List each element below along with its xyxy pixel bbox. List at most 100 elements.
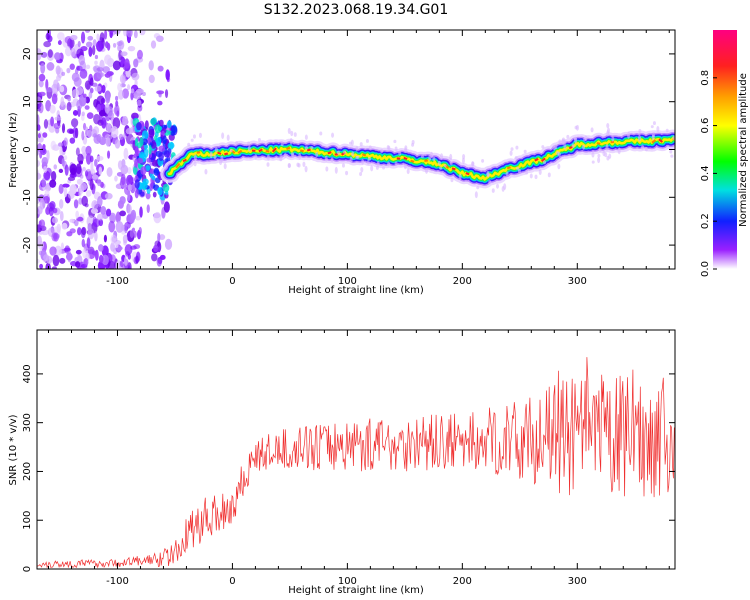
burst-blob (152, 191, 157, 198)
noise-blob (94, 85, 102, 92)
noise-blob (76, 227, 82, 236)
ridge-speckle (367, 157, 371, 161)
noise-blob (131, 227, 135, 232)
noise-blob (163, 201, 170, 213)
noise-blob (96, 213, 104, 221)
ridge-peak (175, 162, 181, 169)
noise-blob (59, 101, 66, 110)
noise-blob (150, 40, 157, 49)
noise-blob (51, 93, 58, 105)
noise-blob (90, 168, 95, 175)
ridge-speckle (283, 152, 287, 159)
ridge-speckle (517, 168, 521, 174)
ridge-speckle (644, 147, 648, 152)
ridge-speckle (641, 144, 645, 151)
noise-blob (105, 208, 112, 217)
ridge-speckle (254, 154, 258, 160)
noise-blob (70, 47, 76, 58)
ridge-speckle (557, 163, 561, 170)
noise-blob (73, 199, 79, 209)
noise-blob (81, 195, 88, 207)
noise-blob (81, 145, 87, 154)
noise-blob (106, 167, 113, 177)
spectrogram-y-axis-label: Frequency (Hz) (8, 112, 19, 188)
burst-blob (161, 130, 165, 136)
noise-blob (73, 77, 82, 87)
noise-blob (127, 167, 132, 175)
noise-blob (74, 261, 81, 268)
noise-blob (104, 133, 113, 141)
ridge-speckle (343, 150, 347, 154)
ridge-peak (224, 152, 229, 156)
spectrogram-x-tick-label: 100 (338, 276, 357, 287)
ridge-speckle (449, 153, 453, 161)
spectrogram-x-tick-label: 200 (453, 276, 472, 287)
noise-blob (62, 140, 67, 147)
burst-blob (139, 191, 145, 197)
ridge-speckle (598, 147, 602, 152)
noise-blob (62, 183, 70, 188)
snr-y-ticks: 0 100 200 300 400 (22, 364, 675, 572)
ridge-speckle (290, 130, 294, 137)
ridge-speckle (334, 166, 338, 174)
noise-blob (153, 244, 159, 253)
noise-blob (84, 30, 91, 33)
noise-blob (38, 79, 44, 88)
ridge-speckle (566, 134, 570, 139)
noise-blob (85, 64, 91, 70)
noise-blob (133, 30, 138, 39)
noise-blob (135, 215, 141, 221)
noise-blob (101, 117, 107, 129)
colorbar-tick-label: 0.6 (700, 118, 711, 134)
noise-blob (81, 238, 85, 248)
noise-blob (49, 104, 56, 114)
ridge-peak (217, 151, 222, 155)
ridge-speckle (214, 147, 218, 153)
noise-blob (75, 249, 82, 255)
ridge-speckle (229, 148, 233, 153)
noise-blob (120, 173, 126, 186)
burst-blob (134, 145, 139, 156)
ridge-peak (265, 150, 270, 153)
noise-blob (82, 122, 87, 131)
ridge-speckle (474, 191, 478, 199)
noise-blob (105, 90, 111, 102)
noise-blob (96, 104, 102, 113)
ridge-speckle (650, 125, 654, 129)
noise-blob (85, 190, 92, 197)
snr-y-tick-label: 300 (22, 413, 33, 432)
noise-blob (87, 129, 92, 138)
burst-blob (154, 124, 162, 134)
noise-blob (67, 96, 71, 102)
noise-blob (119, 196, 126, 205)
noise-blob (94, 231, 98, 242)
noise-blob (88, 46, 93, 57)
ridge-speckle (298, 152, 302, 160)
ridge-speckle (359, 142, 363, 147)
ridge-speckle (198, 132, 202, 139)
noise-blob (70, 118, 79, 128)
ridge-speckle (341, 163, 345, 168)
spectrogram-y-tick-label: 20 (22, 48, 33, 61)
noise-blob (54, 52, 61, 61)
snr-y-tick-label: 100 (22, 511, 33, 530)
noise-blob (47, 49, 53, 58)
noise-blob (86, 112, 94, 120)
noise-blob (90, 208, 99, 215)
noise-blob (92, 126, 100, 135)
burst-blob (151, 175, 156, 181)
ridge-speckle (304, 134, 308, 140)
noise-blob (119, 260, 124, 268)
noise-blob (57, 40, 62, 46)
noise-blob (99, 59, 105, 72)
burst-blob (145, 165, 151, 172)
ridge-speckle (226, 134, 230, 141)
noise-blob (119, 210, 127, 217)
burst-blob (146, 157, 151, 163)
noise-blob (115, 95, 119, 101)
noise-blob (126, 30, 133, 38)
snr-x-tick-label: 0 (229, 576, 235, 587)
ridge-speckle (356, 155, 360, 159)
noise-blob (127, 184, 133, 191)
